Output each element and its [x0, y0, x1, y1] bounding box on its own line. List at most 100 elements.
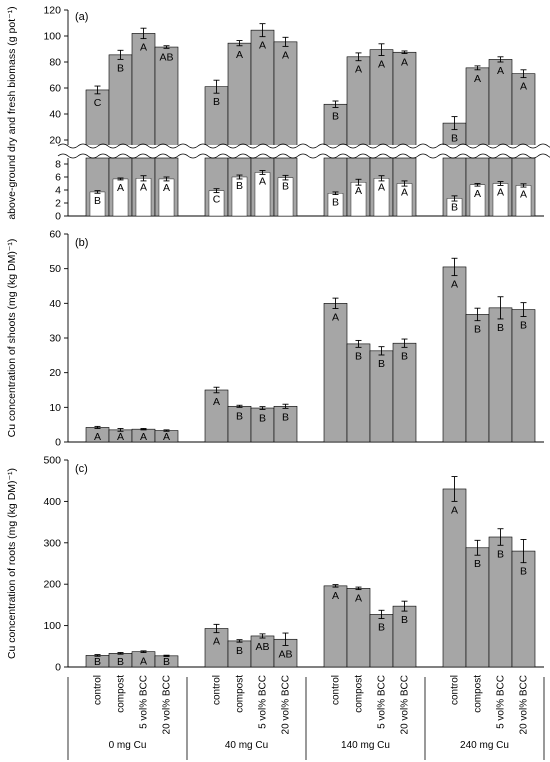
panel-b-letter: B: [474, 324, 481, 336]
panel-a-upper-tick-label: 40: [49, 109, 61, 121]
panel-b-letter: B: [282, 411, 289, 423]
panel-b-bar: [442, 266, 467, 443]
treatment-label: control: [331, 675, 342, 705]
panel-c-bar-group: B: [488, 528, 513, 668]
treatment-label: 20 vol% BCC: [400, 675, 411, 734]
panel-b-letter: A: [213, 396, 220, 408]
panel-c-bar-group: B: [465, 539, 490, 668]
group-label: 240 mg Cu: [460, 740, 509, 751]
panel-a-dry-letter: A: [401, 187, 408, 199]
panel-a-dry-letter: A: [355, 185, 362, 197]
panel-a-bar-group: AB: [273, 36, 298, 217]
panel-a-bar-group: AA: [392, 50, 417, 217]
panel-c-bar-group: AB: [273, 632, 298, 668]
panel-a-upper-tick-label: 120: [43, 5, 61, 17]
panel-a-bar-group: CB: [85, 85, 110, 217]
panel-a-dry-letter: A: [520, 188, 527, 200]
panel-c-bar-group: A: [346, 586, 371, 668]
panel-a-fresh-letter: A: [378, 59, 385, 71]
panel-a-dry-letter: B: [94, 195, 101, 207]
panel-c-letter: B: [236, 645, 243, 657]
panel-a-fresh-letter: A: [520, 81, 527, 93]
panel-c-bar-group: B: [392, 600, 417, 668]
panel-a-dry-letter: A: [163, 182, 170, 194]
panel-a-break-gap: [58, 145, 546, 157]
group-label: 140 mg Cu: [341, 740, 390, 751]
panel-a-fresh-letter: A: [497, 65, 504, 77]
panel-c-tick-label: 0: [55, 662, 61, 674]
panel-b-bar: [323, 303, 348, 443]
panel-c-letter: A: [451, 504, 458, 516]
panel-b-letter: A: [451, 279, 458, 291]
panel-a-fresh-letter: B: [117, 62, 124, 74]
panel-b-bar-group: A: [85, 425, 110, 443]
panel-a-dry-letter: B: [332, 196, 339, 208]
treatment-label: compost: [235, 675, 246, 713]
panel-a-fresh-letter: A: [259, 40, 266, 52]
panel-c-y-axis-title: Cu concentration of roots (mg (kg DM)⁻¹): [6, 468, 18, 659]
panel-c-bar-group: B: [511, 539, 536, 668]
panel-b-bar-group: B: [346, 339, 371, 443]
panel-b-tick-label: 50: [49, 263, 61, 275]
panel-a-dry-letter: A: [497, 187, 504, 199]
panel-c-letter: B: [94, 656, 101, 668]
panel-b-bar-group: B: [227, 404, 252, 443]
panel-c-letter: B: [474, 558, 481, 570]
panel-b-bar-group: B: [488, 296, 513, 443]
panel-c-label: (c): [75, 463, 88, 475]
panel-a-bar-group: AA: [369, 43, 394, 217]
panel-a-dry-letter: A: [259, 175, 266, 187]
panel-c-bar-group: A: [323, 584, 348, 668]
group-label: 0 mg Cu: [109, 740, 147, 751]
panel-c-bar-group: A: [442, 476, 467, 668]
panel-b-bar-group: A: [442, 257, 467, 443]
panel-a-dry-letter: B: [451, 201, 458, 213]
panel-c-bar-group: A: [204, 623, 229, 668]
panel-a-fresh-letter: AB: [159, 51, 173, 63]
panel-c-tick-label: 200: [43, 579, 61, 591]
panel-b-y-axis-title: Cu concentration of shoots (mg (kg DM)⁻¹…: [6, 239, 18, 438]
panel-b-tick-label: 40: [49, 298, 61, 310]
panel-a-upper-tick-label: 20: [49, 135, 61, 147]
panel-a-dry-letter: C: [213, 194, 221, 206]
panel-c-letter: B: [163, 656, 170, 668]
panel-b-label: (b): [75, 237, 88, 249]
panel-a-bar-group: AA: [511, 69, 536, 217]
panel-a-label: (a): [75, 11, 88, 23]
panel-b-bar-group: B: [273, 403, 298, 443]
panel-a-y-axis-title: above-ground dry and fresh biomass (g po…: [6, 6, 18, 219]
panel-a-fresh-letter: B: [213, 96, 220, 108]
panel-b-letter: A: [140, 431, 147, 443]
treatment-label: 20 vol% BCC: [162, 675, 173, 734]
treatment-label: control: [450, 675, 461, 705]
panel-b-bar-group: B: [465, 307, 490, 443]
panel-c-letter: B: [520, 566, 527, 578]
group-label: 40 mg Cu: [225, 740, 268, 751]
treatment-label: 5 vol% BCC: [258, 675, 269, 729]
panel-c-bar-group: B: [85, 654, 110, 668]
panel-a-fresh-letter: A: [401, 57, 408, 69]
panel-c-tick-label: 100: [43, 620, 61, 632]
panel-a-lower-tick-label: 0: [55, 211, 61, 223]
panel-b-tick-label: 10: [49, 402, 61, 414]
panel-a-fresh-letter: A: [236, 49, 243, 61]
panel-b-bar-group: A: [323, 297, 348, 443]
panel-b-letter: B: [401, 350, 408, 362]
treatment-label: compost: [116, 675, 127, 713]
panel-b-tick-label: 0: [55, 437, 61, 449]
treatment-label: 5 vol% BCC: [496, 675, 507, 729]
panel-b-tick-label: 20: [49, 367, 61, 379]
panel-c-tick-label: 500: [43, 455, 61, 467]
panel-a-dry-letter: B: [236, 180, 243, 192]
panel-b-letter: A: [117, 431, 124, 443]
panel-c-bar: [204, 628, 229, 668]
panel-b-letter: B: [236, 410, 243, 422]
panel-b-bar-group: A: [154, 429, 179, 443]
treatment-label: control: [93, 675, 104, 705]
panel-b-letter: A: [332, 312, 339, 324]
panel-a-dry-letter: A: [474, 188, 481, 200]
panel-a-bar-group: BC: [204, 79, 229, 217]
treatment-label: 20 vol% BCC: [519, 675, 530, 734]
treatment-label: 20 vol% BCC: [281, 675, 292, 734]
panel-b-letter: B: [378, 358, 385, 370]
